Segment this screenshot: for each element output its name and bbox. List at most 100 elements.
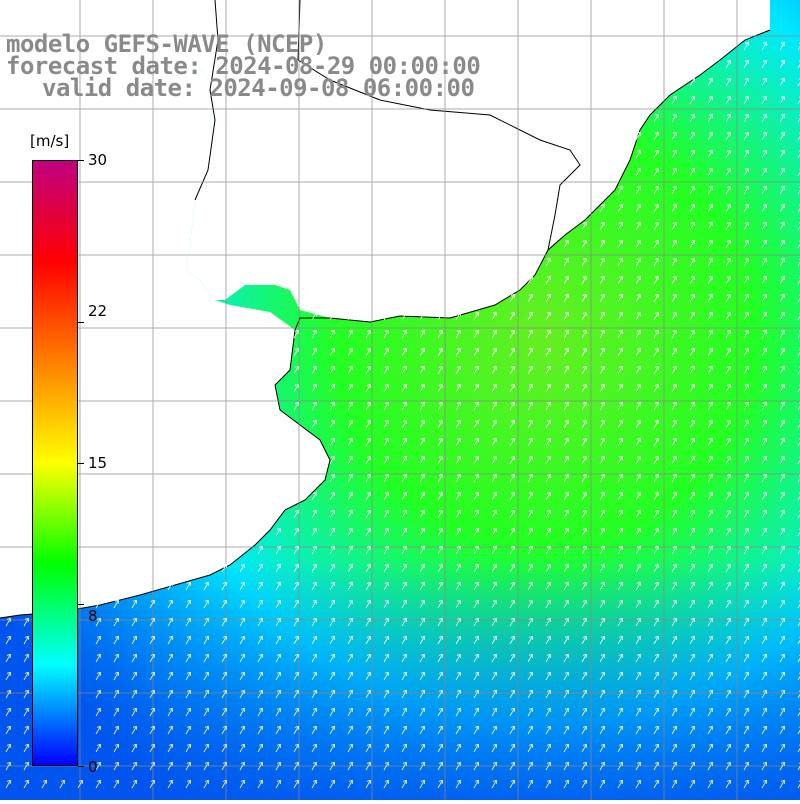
wind-arrow: [671, 599, 677, 609]
wind-arrow: [617, 239, 623, 249]
wind-arrow: [455, 725, 461, 735]
wind-arrow: [581, 545, 587, 555]
wind-arrow: [455, 635, 461, 645]
wind-arrow: [311, 491, 317, 501]
wind-arrow: [509, 581, 515, 591]
wind-arrow: [419, 455, 425, 465]
wind-arrow: [149, 761, 155, 771]
wind-arrow: [689, 473, 695, 483]
wind-arrow: [743, 239, 749, 249]
wind-arrow: [761, 347, 767, 357]
wind-arrow: [599, 311, 605, 321]
wind-arrow: [761, 257, 767, 267]
wind-arrow: [779, 257, 785, 267]
wind-arrow: [653, 365, 659, 375]
wind-arrow: [455, 329, 461, 339]
wind-arrow: [473, 581, 479, 591]
wind-arrow: [779, 635, 785, 645]
wind-arrow: [761, 743, 767, 753]
wind-arrow: [761, 59, 767, 69]
wind-arrow: [779, 671, 785, 681]
wind-arrow: [581, 401, 587, 411]
wind-arrow: [671, 113, 677, 123]
wind-arrow: [545, 527, 551, 537]
wind-arrow: [779, 779, 785, 789]
wind-arrow: [455, 401, 461, 411]
wind-arrow: [239, 725, 245, 735]
wind-arrow: [437, 635, 443, 645]
wind-arrow: [653, 221, 659, 231]
wind-arrow: [671, 221, 677, 231]
wind-arrow: [671, 275, 677, 285]
wind-arrow: [581, 383, 587, 393]
wind-arrow: [455, 689, 461, 699]
wind-arrow: [401, 437, 407, 447]
wind-arrow: [401, 419, 407, 429]
border-lines: [194, 0, 581, 251]
wind-arrow: [527, 509, 533, 519]
wind-arrow: [617, 491, 623, 501]
wind-arrow: [545, 401, 551, 411]
wind-arrow: [527, 581, 533, 591]
wind-arrow: [203, 581, 209, 591]
wind-arrow: [221, 707, 227, 717]
wind-arrow: [599, 473, 605, 483]
wind-arrow: [257, 725, 263, 735]
wind-arrow: [347, 437, 353, 447]
wind-arrow: [581, 761, 587, 771]
wind-arrow: [581, 581, 587, 591]
wind-arrow: [599, 203, 605, 213]
wind-arrow: [347, 545, 353, 555]
wind-arrow: [509, 689, 515, 699]
wind-arrow: [707, 509, 713, 519]
wind-arrow: [275, 545, 281, 555]
wind-arrow: [455, 419, 461, 429]
wind-arrow: [509, 419, 515, 429]
wind-arrow: [509, 311, 515, 321]
wind-arrow: [491, 455, 497, 465]
wind-arrow: [743, 419, 749, 429]
wind-arrow: [761, 167, 767, 177]
wind-arrow: [689, 779, 695, 789]
wind-arrow: [671, 761, 677, 771]
wind-arrow: [635, 167, 641, 177]
wind-arrow: [581, 311, 587, 321]
wind-arrow: [707, 527, 713, 537]
wind-arrow: [617, 347, 623, 357]
wind-arrow: [5, 653, 11, 663]
wind-arrow: [743, 653, 749, 663]
wind-arrow: [311, 653, 317, 663]
wind-arrow: [545, 275, 551, 285]
wind-arrow: [383, 365, 389, 375]
wind-arrow: [527, 455, 533, 465]
wind-arrow: [347, 383, 353, 393]
wind-arrow: [653, 113, 659, 123]
wind-arrow: [347, 689, 353, 699]
wind-arrow: [671, 419, 677, 429]
wind-arrow: [455, 617, 461, 627]
wind-arrow: [743, 401, 749, 411]
wind-arrow: [671, 365, 677, 375]
wind-arrow: [635, 779, 641, 789]
wind-arrow: [725, 509, 731, 519]
wind-arrow: [653, 437, 659, 447]
wind-arrow: [761, 527, 767, 537]
wind-arrow: [761, 293, 767, 303]
wind-arrow: [131, 725, 137, 735]
wind-arrow: [761, 707, 767, 717]
wind-arrow: [725, 293, 731, 303]
wind-arrow: [581, 473, 587, 483]
wind-arrow: [563, 311, 569, 321]
wind-arrow: [743, 293, 749, 303]
wind-arrow: [527, 437, 533, 447]
wind-arrow: [419, 581, 425, 591]
wind-arrow: [725, 347, 731, 357]
wind-arrow: [185, 653, 191, 663]
wind-arrow: [293, 347, 299, 357]
wind-arrow: [581, 617, 587, 627]
wind-arrow: [527, 293, 533, 303]
wind-arrow: [347, 527, 353, 537]
wind-arrow: [95, 599, 101, 609]
wind-arrow: [437, 455, 443, 465]
wind-arrow: [203, 671, 209, 681]
